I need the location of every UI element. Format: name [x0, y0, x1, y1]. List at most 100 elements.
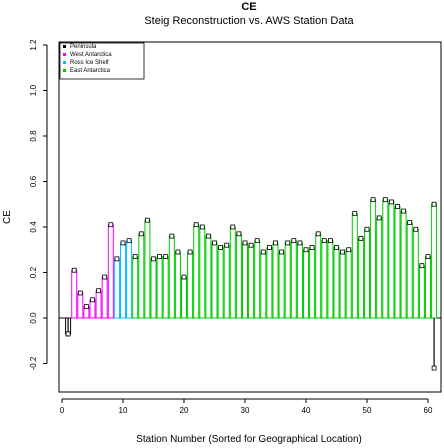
- point-marker: [309, 245, 315, 250]
- x-tick-label: 20: [180, 406, 189, 415]
- bar: [168, 235, 175, 319]
- point-marker: [169, 233, 175, 239]
- point-marker: [273, 240, 278, 246]
- point-marker: [175, 249, 181, 255]
- point-marker: [321, 238, 327, 244]
- bar: [242, 242, 248, 319]
- bar: [303, 249, 309, 319]
- bar: [211, 242, 218, 319]
- point-marker: [279, 249, 285, 255]
- point-marker: [413, 226, 419, 232]
- point-marker: [90, 297, 95, 303]
- point-marker: [102, 274, 108, 280]
- x-axis-label: Station Number (Sorted for Geographical …: [136, 434, 362, 445]
- point-marker: [334, 245, 339, 250]
- bar: [394, 206, 401, 319]
- legend-label: East Antarctica: [70, 68, 111, 74]
- point-marker: [230, 224, 236, 230]
- bar: [309, 246, 316, 319]
- legend-label: Peninsula: [70, 44, 97, 50]
- bar: [101, 276, 108, 319]
- x-tick-label: 0: [60, 406, 65, 415]
- legend-swatch: [63, 45, 66, 48]
- bar: [120, 242, 126, 319]
- point-marker: [218, 245, 224, 250]
- point-marker: [419, 263, 425, 269]
- bar: [278, 251, 285, 319]
- point-marker: [297, 240, 303, 246]
- y-tick-label: 0.8: [29, 130, 38, 142]
- point-marker: [260, 249, 266, 255]
- bar: [71, 269, 78, 319]
- point-marker: [388, 199, 394, 205]
- x-tick-label: 50: [363, 406, 372, 415]
- point-marker: [84, 304, 89, 310]
- bar: [339, 251, 346, 319]
- point-marker: [132, 254, 138, 259]
- bar: [357, 237, 364, 319]
- point-marker: [157, 254, 163, 259]
- bars: [59, 199, 441, 369]
- bar: [431, 203, 438, 319]
- legend-swatch: [63, 69, 66, 72]
- bar: [266, 246, 273, 319]
- point-marker: [376, 215, 382, 221]
- x-tick-label: 40: [302, 406, 311, 415]
- bar: [321, 240, 328, 319]
- point-marker: [120, 240, 126, 246]
- legend-swatch: [63, 61, 66, 64]
- point-marker: [205, 233, 211, 239]
- x-tick-label: 60: [424, 406, 433, 415]
- point-marker: [370, 197, 376, 203]
- point-marker: [382, 197, 388, 203]
- bar: [187, 251, 194, 319]
- bar: [418, 265, 425, 319]
- chart-title: CE: [241, 1, 256, 13]
- point-marker: [315, 231, 321, 237]
- low-marker: [65, 331, 71, 337]
- bar: [296, 242, 303, 319]
- bar: [382, 199, 389, 319]
- bar: [150, 258, 157, 319]
- point-marker: [291, 238, 297, 244]
- y-tick-label: 1.2: [29, 39, 38, 51]
- bar: [156, 256, 163, 319]
- bar: [107, 224, 114, 319]
- chart-subtitle: Steig Reconstruction vs. AWS Station Dat…: [144, 15, 354, 27]
- x-axis: 0 10 20 30 40 50 60: [60, 398, 433, 415]
- point-marker: [425, 254, 431, 259]
- point-marker: [266, 245, 272, 250]
- bar: [284, 242, 291, 319]
- point-marker: [224, 242, 230, 248]
- bar: [254, 240, 261, 319]
- point-marker: [254, 238, 260, 244]
- y-axis-label: CE: [2, 210, 13, 224]
- y-tick-label: 0.2: [29, 266, 38, 278]
- bar: [193, 224, 200, 319]
- point-marker: [187, 249, 193, 255]
- point-marker: [431, 201, 437, 207]
- point-marker: [364, 226, 370, 232]
- point-marker: [407, 220, 413, 225]
- y-tick-label: 1.0: [29, 84, 38, 96]
- bar: [229, 226, 236, 319]
- legend-box: [59, 42, 145, 80]
- low-marker: [431, 365, 437, 371]
- point-marker: [126, 238, 132, 244]
- bar: [351, 212, 358, 319]
- bar: [400, 210, 407, 319]
- bar: [144, 219, 151, 319]
- bar: [113, 258, 120, 319]
- bar: [412, 228, 419, 319]
- bar: [260, 251, 267, 319]
- legend: Peninsula West Antarctica Ross Ice Shelf Ea…: [59, 42, 145, 80]
- point-marker: [358, 235, 364, 241]
- bar: [95, 290, 102, 319]
- bar: [425, 256, 431, 319]
- point-marker: [401, 208, 407, 214]
- point-marker: [236, 231, 242, 237]
- point-marker: [199, 224, 205, 230]
- point-marker: [77, 290, 83, 296]
- bar: [248, 244, 255, 319]
- bar: [132, 256, 139, 319]
